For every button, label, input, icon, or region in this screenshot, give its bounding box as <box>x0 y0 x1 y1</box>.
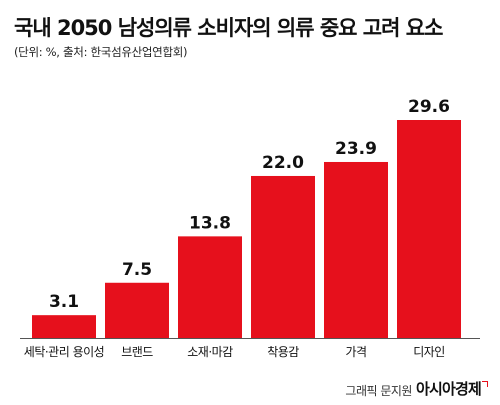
chart-subtitle: (단위: %, 출처: 한국섬유산업연합회) <box>14 45 188 59</box>
bar <box>324 161 388 338</box>
value-label: 23.9 <box>335 139 377 159</box>
category-label: 브랜드 <box>121 345 153 359</box>
category-label: 세탁·관리 용이성 <box>24 345 104 359</box>
value-label: 3.1 <box>49 292 79 312</box>
category-label: 가격 <box>345 345 366 359</box>
value-label: 29.6 <box>408 97 450 117</box>
value-label: 7.5 <box>122 260 152 280</box>
value-label: 13.8 <box>189 213 231 233</box>
category-label: 디자인 <box>413 345 445 359</box>
bar <box>251 175 315 338</box>
publisher-logo: 아시아경제 <box>415 380 482 398</box>
bar <box>397 120 461 338</box>
brand-mark-icon <box>482 381 488 387</box>
graphic-credit: 그래픽 문지원 <box>345 384 412 398</box>
value-label: 22.0 <box>262 153 304 173</box>
category-label: 소재·마감 <box>187 345 233 359</box>
bar <box>105 282 169 338</box>
category-label: 착용감 <box>267 345 299 359</box>
chart-title: 국내 2050 남성의류 소비자의 의류 중요 고려 요소 <box>14 16 443 40</box>
bar <box>32 315 96 338</box>
credit-line: 그래픽 문지원 아시아경제 <box>345 380 488 399</box>
bar <box>178 236 242 338</box>
